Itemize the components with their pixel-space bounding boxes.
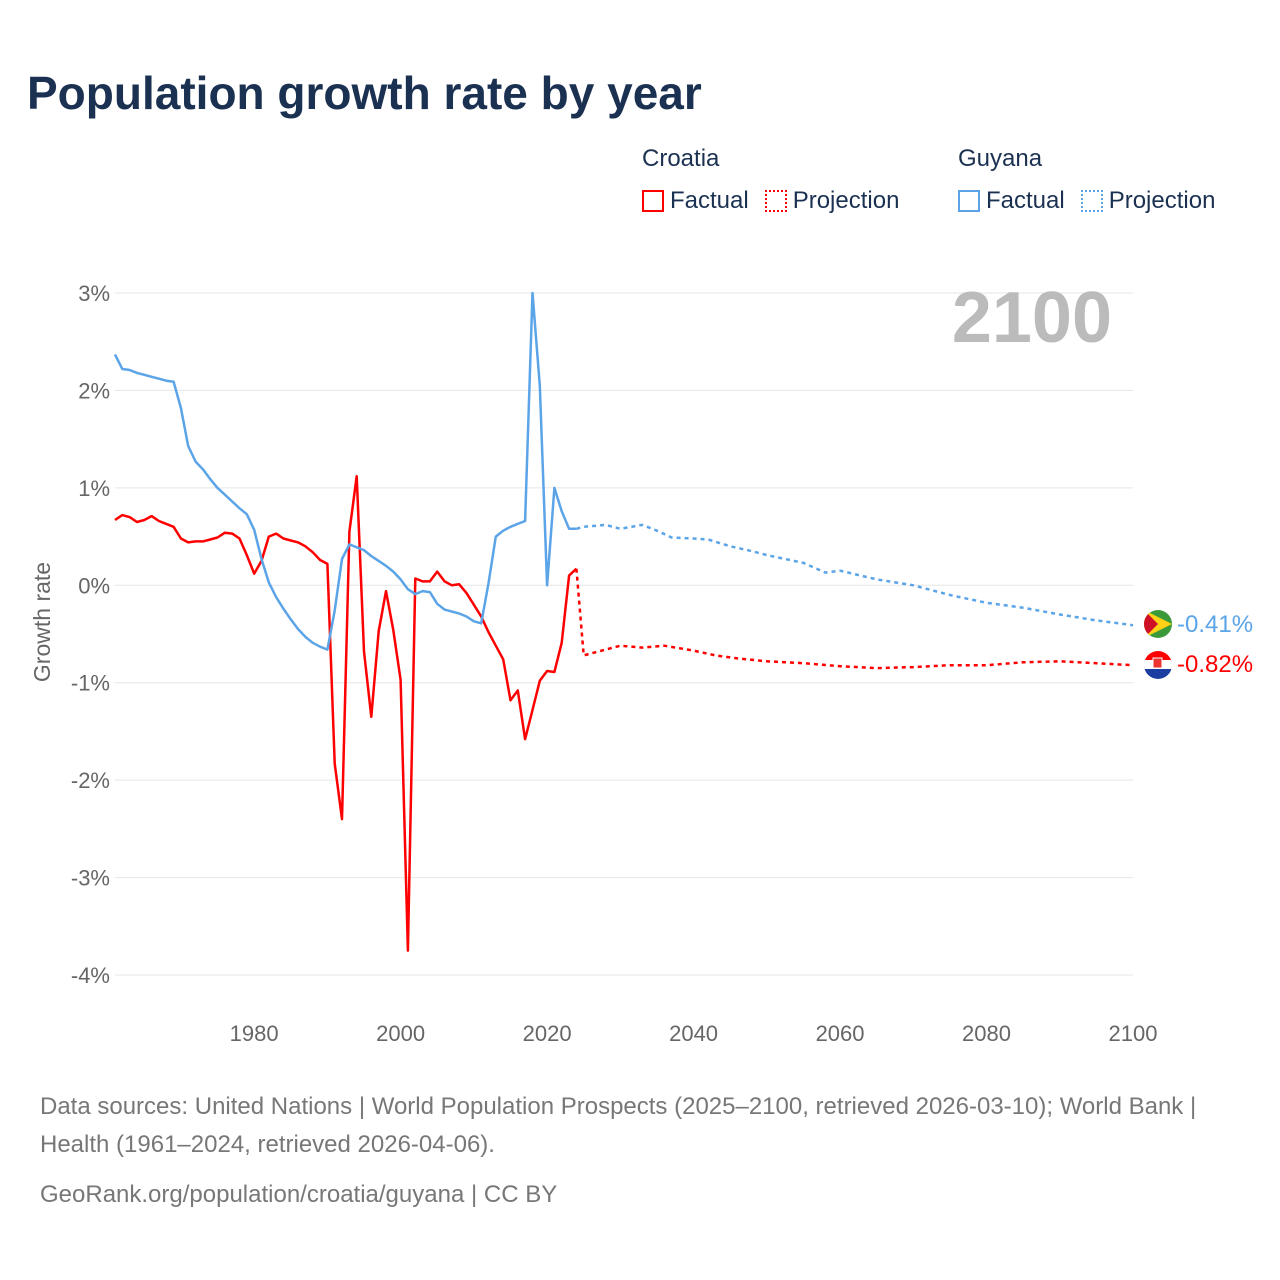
y-axis-label: Growth rate xyxy=(29,562,55,682)
legend-swatch xyxy=(764,190,787,212)
chart-plot: 3% 2% 1% 0% -1% -2% -3% -4% 1980 2000 2020 2040 2060… xyxy=(29,278,1253,1046)
y-tick-label: -3% xyxy=(71,866,110,891)
year-watermark: 2100 xyxy=(952,278,1112,358)
chart-title: Population growth rate by year xyxy=(27,67,702,119)
croatia-flag-icon xyxy=(1144,651,1172,679)
legend-guyana-projection[interactable]: Projection xyxy=(1080,187,1216,215)
legend-label: Projection xyxy=(1108,187,1216,214)
x-tick-label: 2060 xyxy=(816,1021,865,1046)
croatia-end-label: -0.82% xyxy=(1177,651,1253,678)
croatia-factual-line xyxy=(114,474,578,952)
legend-guyana: Guyana Factual Projection xyxy=(958,145,1215,215)
guyana-factual-line xyxy=(113,291,577,651)
data-sources: Data sources: United Nations | World Pop… xyxy=(40,1093,1197,1158)
source-link[interactable]: GeoRank.org/population/croatia/guyana | … xyxy=(40,1181,558,1208)
y-tick-label: -1% xyxy=(71,671,110,696)
croatia-projection-line xyxy=(575,568,1134,670)
y-tick-label: 0% xyxy=(78,573,110,598)
y-tick-label: -4% xyxy=(71,963,110,988)
x-tick-label: 2000 xyxy=(376,1021,425,1046)
legend-label: Factual xyxy=(986,187,1065,214)
y-tick-label: -2% xyxy=(71,768,110,793)
x-tick-label: 2080 xyxy=(962,1021,1011,1046)
legend-group-title: Guyana xyxy=(958,145,1043,172)
legend-swatch xyxy=(642,190,664,212)
legend-swatch xyxy=(958,190,980,212)
legend-label: Projection xyxy=(792,187,900,214)
guyana-end-label: -0.41% xyxy=(1177,611,1253,638)
footer: Data sources: United Nations | World Pop… xyxy=(40,1088,1240,1214)
legend-group-title: Croatia xyxy=(642,145,720,172)
y-tick-label: 3% xyxy=(78,281,110,306)
guyana-flag-icon xyxy=(1144,610,1172,638)
legend-swatch xyxy=(1080,190,1103,212)
legend-croatia-factual[interactable]: Factual xyxy=(642,187,749,215)
y-tick-label: 2% xyxy=(78,378,110,403)
legend-guyana-factual[interactable]: Factual xyxy=(958,187,1065,215)
legend-croatia: Croatia Factual Projection xyxy=(642,145,899,215)
x-tick-label: 2100 xyxy=(1109,1021,1158,1046)
guyana-projection-line xyxy=(576,523,1134,627)
x-tick-label: 2020 xyxy=(523,1021,572,1046)
y-tick-label: 1% xyxy=(78,476,110,501)
legend-croatia-projection[interactable]: Projection xyxy=(764,187,900,215)
x-tick-label: 1980 xyxy=(230,1021,279,1046)
legend-label: Factual xyxy=(670,187,749,214)
x-tick-label: 2040 xyxy=(669,1021,718,1046)
